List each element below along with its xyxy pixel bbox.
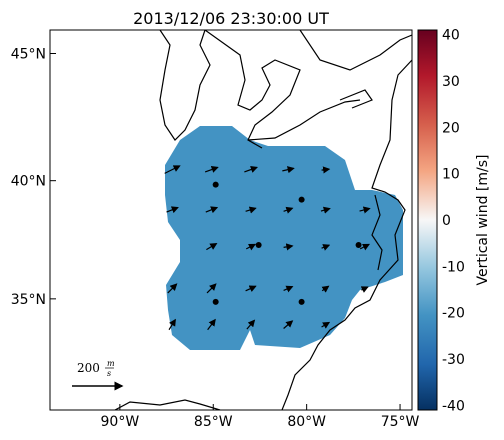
wind-vector (360, 286, 369, 293)
wind-vector (206, 243, 218, 251)
x-tick-label: 85°W (194, 414, 233, 430)
x-tick-label: 80°W (287, 414, 326, 430)
y-tick-label: 45°N (11, 47, 46, 63)
wind-vector (164, 165, 181, 174)
colorbar-tick-label: -40 (442, 398, 465, 414)
wind-vector (359, 243, 370, 251)
coastlines (114, 30, 412, 410)
station (298, 196, 305, 203)
station (355, 242, 362, 249)
wind-vector (359, 206, 371, 214)
wind-vector (321, 166, 331, 174)
wind-vector (166, 206, 179, 214)
wind-vector (321, 321, 331, 329)
wind-vector (245, 243, 257, 251)
station (255, 242, 262, 249)
station (212, 181, 219, 188)
station (298, 298, 305, 305)
wind-vector (283, 285, 294, 293)
colorbar-tick-label: -30 (442, 352, 465, 368)
y-tick-label: 35°N (11, 292, 46, 308)
wind-vector (245, 206, 257, 214)
wind-vector (321, 285, 330, 293)
map-frame (49, 29, 413, 411)
colorbar-tick-label: -20 (442, 306, 465, 322)
wind-vector (204, 166, 219, 173)
station (212, 298, 219, 305)
colorbar-tick-label: 20 (442, 120, 460, 136)
wind-vector (167, 283, 178, 294)
map-area (114, 30, 412, 410)
wind-vector (206, 283, 217, 294)
reference-unit-bottom: s (107, 369, 111, 378)
wind-vector (205, 206, 219, 214)
colorbar-tick-label: 10 (442, 167, 460, 183)
data-layer: 90°W 85°W 80°W 75°W 35°N 40°N 45°N -40 -30 -20 -10… (11, 28, 465, 430)
wind-vector (168, 318, 176, 331)
colorbar-tick-label: 30 (442, 74, 460, 90)
wind-vector (207, 318, 216, 331)
reference-unit-top: m (107, 359, 115, 368)
colorbar-tick-label: 0 (442, 213, 451, 229)
radar-field (165, 126, 403, 350)
wind-vector (282, 166, 295, 174)
wind-vector (246, 319, 256, 330)
colorbar-label: Vertical wind [m/s] (475, 155, 491, 286)
y-tick-label: 40°N (11, 174, 46, 190)
wind-vector (321, 244, 331, 251)
x-tick-label: 75°W (381, 414, 420, 430)
reference-value: 200 (77, 361, 100, 375)
colorbar-tick-label: 40 (442, 28, 460, 44)
wind-vector (283, 320, 294, 329)
x-tick-label: 90°W (101, 414, 140, 430)
wind-vector (245, 285, 257, 293)
wind-vector (320, 206, 331, 214)
colorbar (417, 29, 438, 411)
title: 2013/12/06 23:30:00 UT (133, 9, 329, 28)
wind-vector (244, 166, 258, 173)
wind-vector (283, 243, 294, 251)
wind-vector (283, 206, 294, 214)
colorbar-tick-label: -10 (442, 259, 465, 275)
